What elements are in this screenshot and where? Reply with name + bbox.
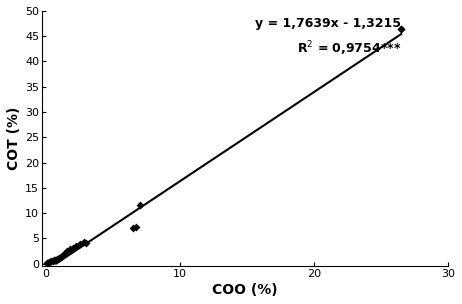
Point [45,260,52,264]
Point [132,224,140,229]
Point [136,203,144,208]
Point [56,255,63,260]
Point [58,253,66,258]
Point [61,251,68,256]
Point [129,226,137,231]
Point [69,246,77,251]
Point [46,259,54,264]
Y-axis label: COT (%): COT (%) [7,107,21,170]
Point [397,26,405,31]
Point [53,257,61,261]
Point [83,241,90,246]
X-axis label: COO (%): COO (%) [212,283,278,297]
Point [44,261,51,265]
Point [80,240,87,245]
Point [55,256,62,261]
Text: R$^2$ = 0,9754***: R$^2$ = 0,9754*** [297,40,401,58]
Point [64,249,71,254]
Point [49,258,56,263]
Point [52,257,59,262]
Point [50,257,58,262]
Point [67,247,74,252]
Point [48,259,55,264]
Point [44,260,52,265]
Text: y = 1,7639x - 1,3215: y = 1,7639x - 1,3215 [255,17,401,30]
Point [43,261,50,266]
Point [76,242,83,247]
Point [72,244,79,248]
Point [397,26,405,31]
Point [57,254,65,259]
